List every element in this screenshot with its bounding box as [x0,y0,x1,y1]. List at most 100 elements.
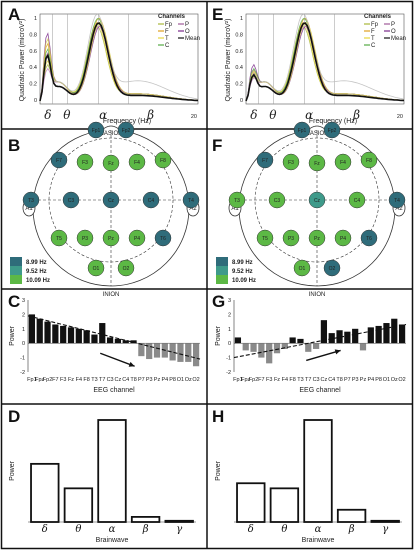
channel-bar [336,330,343,344]
ear-label-a1: A1 [25,206,33,212]
channel-bar [122,340,129,344]
brainwave-xlabel: Brainwave [96,537,129,544]
legend-label: T [165,36,169,42]
colorbar-label: 10.09 Hz [232,278,256,284]
channel-tick-label: C3 [313,377,320,383]
brainwave-bar [269,487,300,523]
band-label: β [146,108,154,122]
brainwave-tick-label: θ [75,524,81,535]
channel-bar [383,323,390,344]
brainwave-tick-label: θ [281,524,287,535]
colorbar-label: 10.09 Hz [26,278,50,284]
channel-bar [185,343,192,362]
electrode-f8 [360,151,378,169]
channel-bar [281,343,288,349]
y-tick-label: 3 [228,298,231,304]
channel-tick-label: P4 [367,377,374,383]
inion-label: INION [103,292,120,298]
y-tick-label: -1 [226,356,231,362]
electrode-t4 [388,191,406,209]
channel-tick-label: Fp1 [27,377,36,383]
colorbar-swatch [216,275,228,284]
y-tick-label: -1 [20,356,25,362]
channel-tick-label: Oz [185,377,192,383]
electrode-cz [102,191,120,209]
panel-label-d: D [8,407,20,426]
electrode-label: C3 [274,198,281,204]
electrode-o2 [117,259,135,277]
channel-bar [83,330,90,344]
y-tick-label: 3 [22,298,25,304]
y-tick-label: 0.8 [29,32,37,38]
channel-bar [250,343,257,352]
topographic-map: A1 A2 NASION INION Fp1 Fp2 F7 F3 Fz F4 F8 T3 C3 Cz C4 T… [10,121,200,298]
band-label: θ [63,108,71,122]
y-tick-label: 1 [34,16,37,22]
channel-bar [99,323,106,344]
channel-ylabel: Power [9,325,16,346]
channel-bar [398,324,406,344]
channel-bar [344,331,351,344]
channel-ylabel: Power [215,325,222,346]
brainwave-bar [370,519,400,523]
electrode-label: Cz [108,198,115,204]
channel-tick-label: P8 [375,377,382,383]
channel-tick-label: O1 [177,377,184,383]
channel-tick-label: T7 [99,377,105,383]
electrode-label: T5 [56,236,62,242]
y-tick-label: 2 [228,312,231,318]
electrode-label: F3 [288,160,294,166]
brainwave-bar [97,419,127,523]
panel-label-f: F [212,136,222,155]
channel-bar [289,337,296,344]
electrode-c4 [142,191,160,209]
trend-line [233,323,407,359]
panel-label-a: A [8,5,20,24]
legend-label: F [371,29,375,35]
arrow-head [128,361,135,367]
channel-bar [60,325,67,344]
legend-label: C [165,43,170,49]
legend-label: O [391,29,396,35]
electrode-label: F7 [56,158,62,164]
channel-tick-label: O2 [192,377,199,383]
electrode-fp2 [117,121,135,139]
channel-tick-label: P7 [138,377,145,383]
electrode-label: T3 [28,198,34,204]
y-tick-label: -2 [226,370,231,376]
electrode-f3 [282,153,300,171]
electrode-fz [308,154,326,172]
electrode-f3 [76,153,94,171]
legend-label: P [391,22,395,28]
channel-bar [258,343,265,358]
channel-tick-label: F4 [76,377,82,383]
electrode-fz [102,154,120,172]
y-tick-label: 0.4 [29,65,37,71]
electrode-f4 [128,153,146,171]
electrode-t5 [256,229,274,247]
trend-line [27,315,201,360]
channel-tick-label: O1 [383,377,390,383]
channel-tick-label: Fp2 [43,377,52,383]
channel-bar [273,343,281,354]
electrode-o1 [87,259,105,277]
colorbar-label: 9.52 Hz [232,269,253,275]
legend-title: Channels [158,14,186,20]
electrode-label: Fp1 [92,128,101,134]
channel-tick-label: F3 [266,377,272,383]
channel-tick-label: F8 [83,377,89,383]
colorbar-swatch [216,266,228,275]
electrode-t5 [50,229,68,247]
band-label: α [99,108,107,122]
y-tick-label: 0.6 [235,49,243,55]
electrode-label: T4 [188,198,194,204]
ear-label-a1: A1 [231,206,239,212]
colorbar-swatch [10,275,22,284]
electrode-label: Cz [314,198,321,204]
channel-tick-label: P3 [352,377,359,383]
brainwave-tick-label: γ [176,524,182,535]
channel-bar [44,321,51,344]
channel-bar [391,318,398,344]
